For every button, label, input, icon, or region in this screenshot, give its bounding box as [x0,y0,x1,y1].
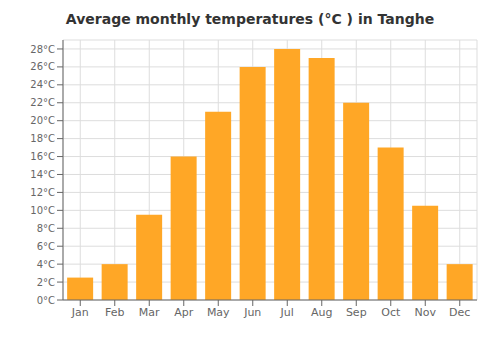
svg-text:10°C: 10°C [30,205,55,216]
svg-text:18°C: 18°C [30,133,55,144]
svg-text:Jan: Jan [71,306,89,319]
svg-text:Apr: Apr [174,306,194,319]
svg-text:14°C: 14°C [30,169,55,180]
svg-text:Mar: Mar [139,306,160,319]
svg-text:26°C: 26°C [30,61,55,72]
svg-text:Nov: Nov [415,306,437,319]
svg-text:2°C: 2°C [37,277,55,288]
svg-text:8°C: 8°C [37,223,55,234]
svg-text:12°C: 12°C [30,187,55,198]
svg-text:6°C: 6°C [37,241,55,252]
svg-text:0°C: 0°C [37,295,55,306]
svg-text:Aug: Aug [311,306,332,319]
svg-text:May: May [207,306,230,319]
svg-text:4°C: 4°C [37,259,55,270]
svg-text:16°C: 16°C [30,151,55,162]
svg-text:Jul: Jul [280,306,294,319]
svg-text:20°C: 20°C [30,115,55,126]
svg-text:Dec: Dec [449,306,470,319]
html-text:Average monthly temperatures (: Average monthly temperatures (°C ) in Ta… [65,11,435,27]
svg-text:Sep: Sep [346,306,367,319]
svg-text:24°C: 24°C [30,79,55,90]
svg-text:Feb: Feb [105,306,124,319]
svg-text:Jun: Jun [243,306,261,319]
svg-text:Oct: Oct [381,306,401,319]
svg-text:28°C: 28°C [30,44,55,55]
svg-text:22°C: 22°C [30,97,55,108]
